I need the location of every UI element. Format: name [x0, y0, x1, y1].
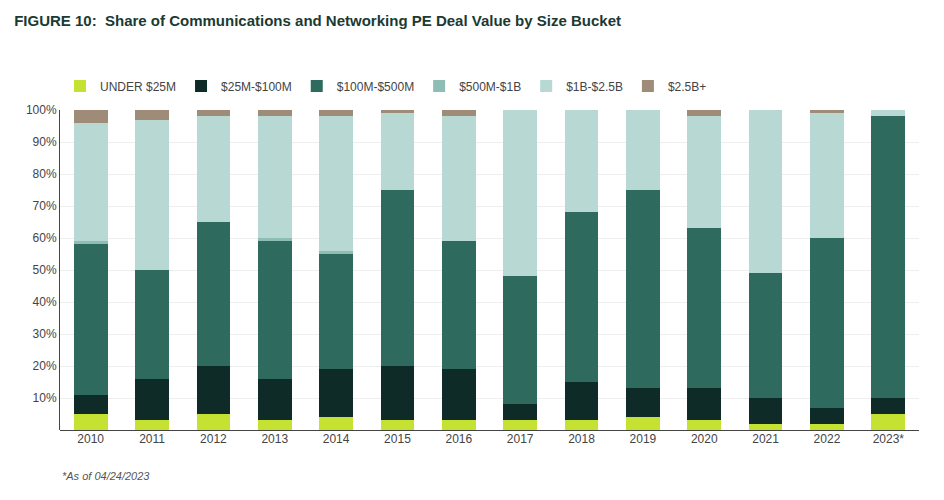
svg-text:2013: 2013 — [261, 432, 288, 446]
svg-text:$500M-$1B: $500M-$1B — [459, 80, 521, 94]
svg-text:70%: 70% — [33, 199, 57, 213]
svg-text:$2.5B+: $2.5B+ — [668, 80, 706, 94]
svg-text:2018: 2018 — [568, 432, 595, 446]
svg-text:2012: 2012 — [200, 432, 227, 446]
svg-text:60%: 60% — [33, 231, 57, 245]
svg-text:*As of 04/24/2023: *As of 04/24/2023 — [62, 470, 150, 482]
svg-text:2015: 2015 — [384, 432, 411, 446]
svg-text:2016: 2016 — [445, 432, 472, 446]
svg-text:2010: 2010 — [77, 432, 104, 446]
svg-text:2014: 2014 — [323, 432, 350, 446]
svg-text:$1B-$2.5B: $1B-$2.5B — [566, 80, 623, 94]
svg-text:80%: 80% — [33, 167, 57, 181]
svg-text:2022: 2022 — [814, 432, 841, 446]
svg-text:2021: 2021 — [752, 432, 779, 446]
svg-text:2017: 2017 — [507, 432, 534, 446]
svg-text:2011: 2011 — [139, 432, 165, 446]
svg-text:10%: 10% — [33, 391, 57, 405]
svg-text:100%: 100% — [26, 103, 57, 117]
svg-text:2023*: 2023* — [873, 432, 905, 446]
svg-text:UNDER $25M: UNDER $25M — [100, 80, 176, 94]
svg-text:2020: 2020 — [691, 432, 718, 446]
svg-text:2019: 2019 — [630, 432, 657, 446]
svg-text:50%: 50% — [33, 263, 57, 277]
svg-text:$25M-$100M: $25M-$100M — [221, 80, 292, 94]
svg-text:40%: 40% — [33, 295, 57, 309]
svg-text:90%: 90% — [33, 135, 57, 149]
svg-text:FIGURE 10: Share of Communica: FIGURE 10: Share of Communications and N… — [14, 12, 621, 29]
svg-text:30%: 30% — [33, 327, 57, 341]
svg-text:$100M-$500M: $100M-$500M — [337, 80, 414, 94]
svg-text:20%: 20% — [33, 359, 57, 373]
